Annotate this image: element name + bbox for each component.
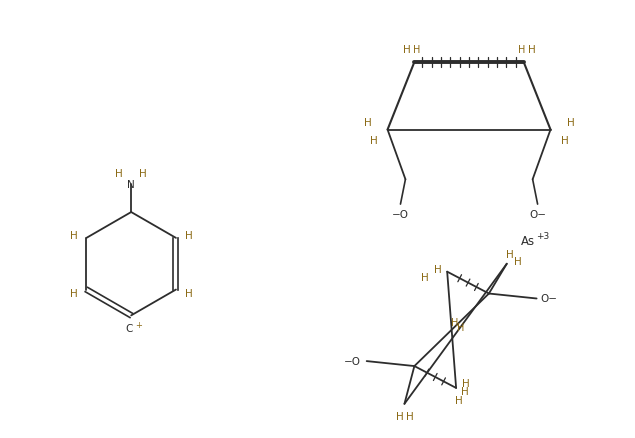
Text: H: H [370,135,378,145]
Text: H: H [406,411,413,421]
Text: H: H [185,288,193,298]
Text: N: N [127,180,135,190]
Text: H: H [434,264,442,274]
Text: H: H [403,45,410,55]
Text: C: C [126,324,133,334]
Text: H: H [413,45,420,55]
Text: H: H [70,288,77,298]
Text: As: As [521,235,535,248]
Text: +3: +3 [535,232,549,241]
Text: H: H [364,117,371,127]
Text: H: H [514,256,521,266]
Text: H: H [462,378,470,388]
Text: H: H [461,386,469,396]
Text: −O: −O [392,209,409,219]
Text: +: + [135,320,142,329]
Text: H: H [139,169,147,179]
Text: H: H [518,45,525,55]
Text: H: H [455,395,463,405]
Text: H: H [70,230,77,240]
Text: H: H [396,411,403,421]
Text: H: H [566,117,574,127]
Text: H: H [561,135,568,145]
Text: H: H [116,169,123,179]
Text: H: H [422,272,429,282]
Text: H: H [457,322,464,332]
Text: H: H [451,317,458,327]
Text: O−: O− [540,294,557,304]
Text: H: H [528,45,535,55]
Text: H: H [185,230,193,240]
Text: H: H [506,249,514,259]
Text: O−: O− [529,209,546,219]
Text: −O: −O [344,356,361,366]
